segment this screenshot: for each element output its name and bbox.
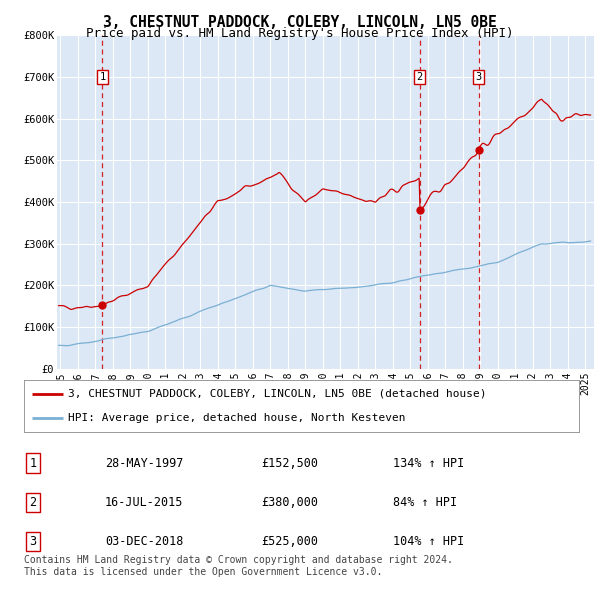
Text: HPI: Average price, detached house, North Kesteven: HPI: Average price, detached house, Nort… (68, 413, 406, 423)
Text: 3, CHESTNUT PADDOCK, COLEBY, LINCOLN, LN5 0BE: 3, CHESTNUT PADDOCK, COLEBY, LINCOLN, LN… (103, 15, 497, 30)
Text: 2: 2 (29, 496, 37, 509)
Text: Price paid vs. HM Land Registry's House Price Index (HPI): Price paid vs. HM Land Registry's House … (86, 27, 514, 40)
Text: £152,500: £152,500 (261, 457, 318, 470)
Text: 3, CHESTNUT PADDOCK, COLEBY, LINCOLN, LN5 0BE (detached house): 3, CHESTNUT PADDOCK, COLEBY, LINCOLN, LN… (68, 389, 487, 399)
Text: 104% ↑ HPI: 104% ↑ HPI (393, 535, 464, 548)
Text: Contains HM Land Registry data © Crown copyright and database right 2024.
This d: Contains HM Land Registry data © Crown c… (24, 555, 453, 577)
Text: 3: 3 (476, 72, 482, 82)
Text: 28-MAY-1997: 28-MAY-1997 (105, 457, 184, 470)
Text: £380,000: £380,000 (261, 496, 318, 509)
Text: 2: 2 (416, 72, 423, 82)
Text: 16-JUL-2015: 16-JUL-2015 (105, 496, 184, 509)
Text: 1: 1 (29, 457, 37, 470)
Text: 134% ↑ HPI: 134% ↑ HPI (393, 457, 464, 470)
Text: 3: 3 (29, 535, 37, 548)
Text: £525,000: £525,000 (261, 535, 318, 548)
Text: 1: 1 (100, 72, 106, 82)
Text: 03-DEC-2018: 03-DEC-2018 (105, 535, 184, 548)
Text: 84% ↑ HPI: 84% ↑ HPI (393, 496, 457, 509)
